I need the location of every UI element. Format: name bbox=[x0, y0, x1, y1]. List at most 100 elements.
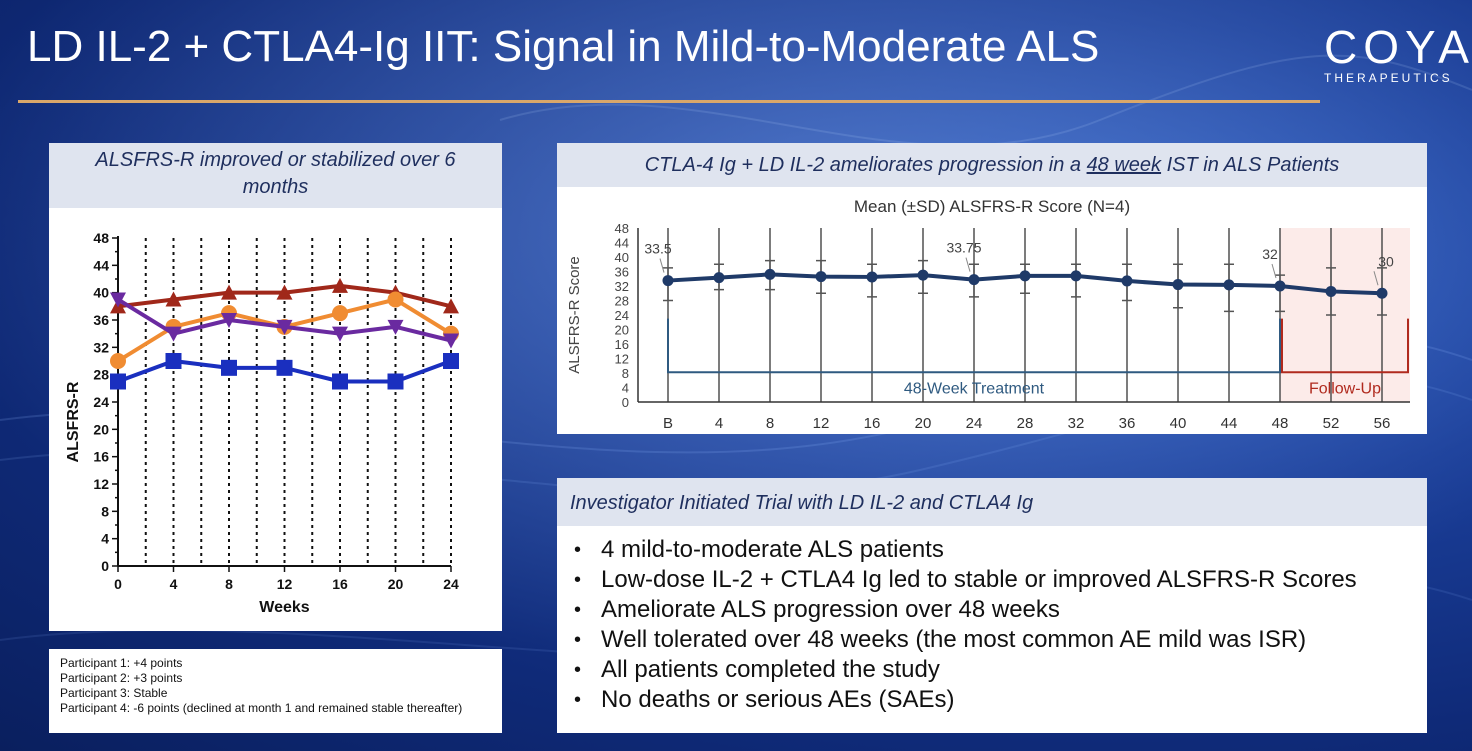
x-tick-label: 0 bbox=[114, 576, 122, 592]
bullet-item: Ameliorate ALS progression over 48 weeks bbox=[574, 595, 1427, 625]
data-point bbox=[443, 333, 459, 349]
data-point bbox=[332, 277, 348, 293]
y-tick-label: 8 bbox=[622, 366, 629, 381]
x-tick-label: 4 bbox=[715, 415, 723, 432]
mean-alsfrs-chart: Mean (±SD) ALSFRS-R Score (N=4)048121620… bbox=[566, 197, 1410, 432]
data-point bbox=[276, 319, 293, 335]
data-point bbox=[221, 359, 237, 376]
chart-title: Mean (±SD) ALSFRS-R Score (N=4) bbox=[854, 197, 1130, 216]
x-tick-label: 4 bbox=[170, 576, 178, 592]
y-tick-label: 20 bbox=[615, 323, 629, 338]
y-tick-label: 48 bbox=[93, 230, 109, 246]
data-point bbox=[764, 268, 776, 280]
point-label-leader bbox=[659, 258, 665, 273]
y-tick-label: 24 bbox=[615, 308, 629, 323]
trial-summary-heading: Investigator Initiated Trial with LD IL-… bbox=[557, 478, 1427, 526]
y-tick-label: 36 bbox=[93, 312, 109, 328]
x-tick-label: 36 bbox=[1119, 415, 1136, 432]
x-tick-label: B bbox=[663, 415, 673, 432]
y-tick-label: 40 bbox=[93, 285, 109, 301]
y-tick-label: 4 bbox=[101, 531, 109, 547]
y-tick-label: 40 bbox=[615, 250, 629, 265]
participant-chart-heading: ALSFRS-R improved or stabilized over 6 m… bbox=[49, 143, 502, 208]
follow-up-bracket-label: Follow-Up bbox=[1309, 380, 1381, 397]
note-line: Participant 2: +3 points bbox=[60, 671, 183, 685]
x-tick-label: 8 bbox=[766, 415, 774, 432]
data-point bbox=[110, 373, 126, 390]
data-point bbox=[968, 274, 980, 286]
data-point bbox=[443, 298, 459, 314]
x-tick-label: 24 bbox=[966, 415, 983, 432]
data-point bbox=[221, 313, 237, 328]
data-point bbox=[815, 271, 827, 283]
page-title: LD IL-2 + CTLA4-Ig IIT: Signal in Mild-t… bbox=[27, 22, 1100, 71]
data-point bbox=[276, 284, 293, 300]
x-tick-label: 40 bbox=[1170, 415, 1187, 432]
y-tick-label: 28 bbox=[615, 294, 629, 309]
note-line: Participant 1: +4 points bbox=[60, 656, 183, 670]
data-point bbox=[713, 272, 725, 284]
x-tick-label: 12 bbox=[277, 576, 293, 592]
treatment-bracket-label: 48-Week Treatment bbox=[904, 380, 1045, 397]
data-point bbox=[110, 292, 126, 308]
title-underline-rule bbox=[18, 100, 1320, 103]
note-line: Participant 3: Stable bbox=[60, 686, 168, 700]
y-tick-label: 28 bbox=[93, 367, 109, 383]
x-tick-label: 52 bbox=[1323, 415, 1340, 432]
trial-bullet-list: 4 mild-to-moderate ALS patients Low-dose… bbox=[557, 535, 1427, 715]
point-label: 33.5 bbox=[644, 241, 671, 257]
point-label-leader bbox=[965, 257, 971, 272]
point-label-leader bbox=[1373, 271, 1379, 286]
point-label: 33.75 bbox=[946, 240, 981, 256]
participant-notes: Participant 1: +4 points Participant 2: … bbox=[49, 649, 502, 733]
data-point bbox=[1070, 270, 1082, 282]
x-tick-label: 56 bbox=[1374, 415, 1391, 432]
bullet-item: All patients completed the study bbox=[574, 655, 1427, 685]
y-tick-label: 24 bbox=[93, 394, 109, 410]
y-tick-label: 44 bbox=[615, 236, 629, 251]
heading-text-post: IST in ALS Patients bbox=[1161, 154, 1340, 176]
y-tick-label: 32 bbox=[93, 339, 109, 355]
data-point bbox=[165, 353, 182, 369]
data-point bbox=[332, 326, 348, 342]
x-tick-label: 28 bbox=[1017, 415, 1034, 432]
x-tick-label: 32 bbox=[1068, 415, 1085, 432]
data-point bbox=[917, 269, 929, 281]
y-tick-label: 12 bbox=[615, 352, 629, 367]
data-point bbox=[1376, 287, 1388, 299]
data-point bbox=[1223, 279, 1235, 291]
y-tick-label: 20 bbox=[93, 421, 109, 437]
y-tick-label: 4 bbox=[622, 381, 629, 396]
data-point bbox=[387, 319, 404, 335]
y-tick-label: 36 bbox=[615, 265, 629, 280]
follow-up-bracket bbox=[1281, 318, 1409, 374]
company-logo: COYA THERAPEUTICS bbox=[1320, 18, 1472, 88]
x-tick-label: 44 bbox=[1221, 415, 1238, 432]
y-axis-title: ALSFRS-R Score bbox=[566, 256, 583, 374]
bullet-item: 4 mild-to-moderate ALS patients bbox=[574, 535, 1427, 565]
data-point bbox=[1121, 275, 1133, 287]
data-point bbox=[662, 275, 674, 287]
logo-subtext: THERAPEUTICS bbox=[1324, 71, 1453, 85]
y-tick-label: 8 bbox=[101, 503, 109, 519]
data-point bbox=[866, 271, 878, 283]
data-point bbox=[387, 373, 404, 390]
data-point bbox=[276, 359, 293, 376]
data-point bbox=[1325, 285, 1337, 297]
x-axis-title: Weeks bbox=[259, 599, 310, 616]
data-point bbox=[1019, 270, 1031, 282]
data-point bbox=[387, 291, 404, 308]
x-tick-label: 24 bbox=[443, 576, 459, 592]
data-point bbox=[1172, 279, 1184, 291]
data-point bbox=[110, 353, 126, 369]
x-tick-label: 16 bbox=[332, 576, 348, 592]
participant-chart-panel: ALSFRS-R improved or stabilized over 6 m… bbox=[49, 143, 502, 631]
x-tick-label: 8 bbox=[225, 576, 233, 592]
bullet-item: No deaths or serious AEs (SAEs) bbox=[574, 685, 1427, 715]
data-point bbox=[221, 284, 237, 300]
data-point bbox=[443, 353, 459, 369]
y-tick-label: 12 bbox=[93, 476, 109, 492]
y-axis-title: ALSFRS-R bbox=[65, 381, 82, 462]
data-point bbox=[332, 305, 348, 322]
